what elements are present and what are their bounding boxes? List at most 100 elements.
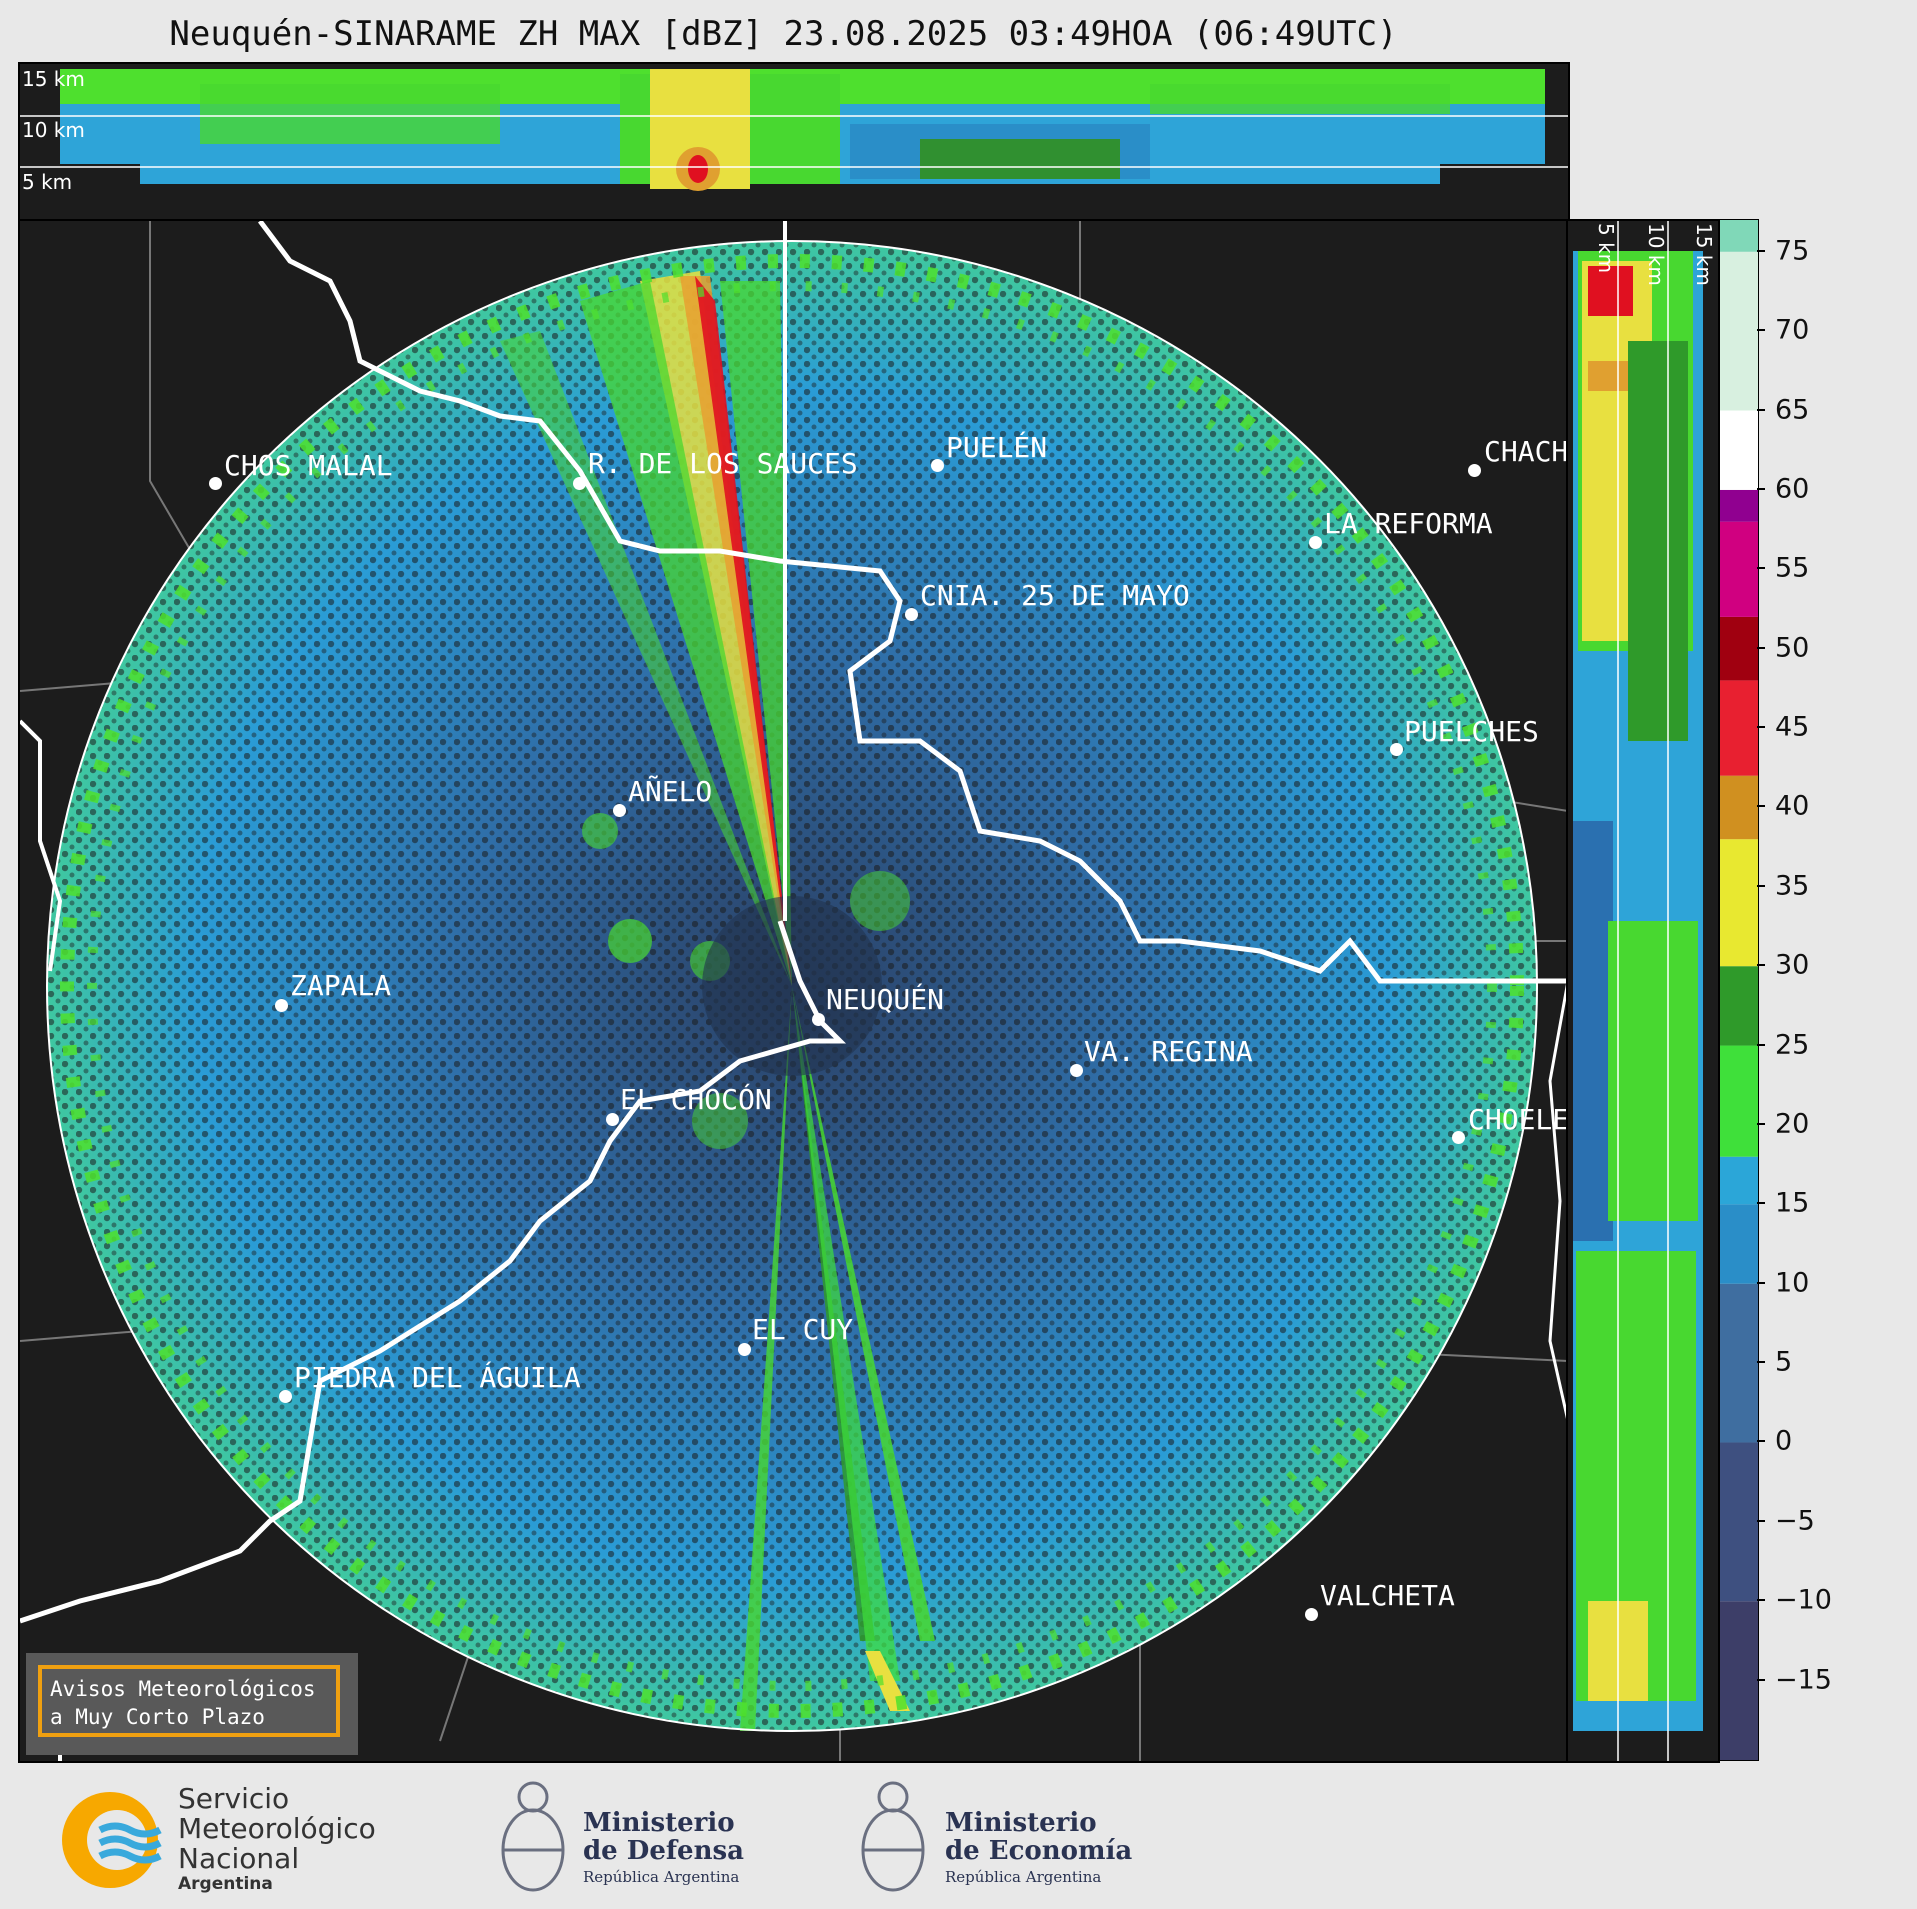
colorbar-tick-mark [1757,1361,1765,1364]
city-marker [905,608,918,621]
colorbar-band [1720,775,1758,840]
colorbar-band [1720,1283,1758,1443]
economia-coat-of-arms-icon [861,1781,925,1892]
side-height-profile: 5 km 10 km 15 km [1566,219,1720,1763]
side-height-label-10: 10 km [1644,223,1668,286]
city-label-piedra-del-aguila: PIEDRA DEL ÁGUILA [294,1361,581,1394]
city-label-chach: CHACH [1484,435,1569,468]
radar-map-graphic [20,221,1568,1761]
notice-box: Avisos Meteorológicos a Muy Corto Plazo [26,1653,358,1755]
city-label-la-reforma: LA REFORMA [1324,507,1493,540]
colorbar-tick-label: 35 [1775,870,1810,902]
city-label-zapala: ZAPALA [290,969,392,1002]
colorbar-tick-mark [1757,1122,1765,1125]
city-marker [1305,1608,1318,1621]
side-height-label-5: 5 km [1594,223,1618,274]
city-marker [1309,536,1322,549]
colorbar-tick-label: 10 [1775,1267,1810,1299]
defensa-line-1: Ministerio [583,1808,735,1838]
colorbar-tick-mark [1757,726,1765,729]
colorbar-tick-mark [1757,884,1765,887]
city-label-el-cuy: EL CUY [752,1313,854,1346]
colorbar [1719,219,1759,1761]
top-height-profile: 15 km 10 km 5 km [18,62,1570,221]
smn-line-3: Nacional [178,1842,300,1875]
colorbar-tick-label: 0 [1775,1425,1793,1457]
city-marker [812,1013,825,1026]
smn-line-2: Meteorológico [178,1812,376,1845]
city-marker [573,477,586,490]
colorbar-band [1720,839,1758,967]
city-label-el-chocon: EL CHOCÓN [620,1083,772,1116]
colorbar-band [1720,220,1758,252]
city-marker [1390,743,1403,756]
colorbar-band [1720,1156,1758,1205]
colorbar-tick-label: 20 [1775,1108,1810,1140]
city-label-choele: CHOELE [1468,1103,1570,1136]
colorbar-tick-mark [1757,1519,1765,1522]
colorbar-band [1720,489,1758,522]
colorbar-tick-label: 5 [1775,1346,1793,1378]
map-title: Neuquén-SINARAME ZH MAX [dBZ] 23.08.2025… [169,14,1398,54]
city-label-rincon-de-los-sauces: R. DE LOS SAUCES [588,447,858,480]
colorbar-band [1720,966,1758,1046]
colorbar-tick-label: −5 [1775,1505,1815,1537]
city-marker [738,1343,751,1356]
colorbar-tick-mark [1757,487,1765,490]
colorbar-tick-mark [1757,249,1765,252]
city-marker [1452,1131,1465,1144]
city-marker [931,459,944,472]
economia-line-1: Ministerio [945,1808,1097,1838]
colorbar-band [1720,251,1758,411]
top-height-label-10: 10 km [22,118,85,142]
economia-line-2: de Economía [945,1836,1133,1866]
colorbar-tick-label: −10 [1775,1584,1832,1616]
city-marker [613,804,626,817]
notice-line-2: a Muy Corto Plazo [50,1705,265,1729]
defensa-line-2: de Defensa [583,1836,744,1866]
city-label-cnia-25-de-mayo: CNIA. 25 DE MAYO [920,579,1190,612]
side-height-label-15: 15 km [1692,223,1716,286]
city-label-puelches: PUELCHES [1404,715,1539,748]
city-label-valcheta: VALCHETA [1320,1579,1455,1612]
colorbar-tick-mark [1757,1440,1765,1443]
colorbar-tick-mark [1757,329,1765,332]
colorbar-tick-mark [1757,1281,1765,1284]
colorbar-tick-mark [1757,1043,1765,1046]
colorbar-tick-label: 25 [1775,1029,1810,1061]
city-marker [606,1113,619,1126]
city-marker [1468,464,1481,477]
colorbar-band [1720,410,1758,490]
city-label-anelo: AÑELO [628,775,713,808]
colorbar-tick-label: 30 [1775,949,1810,981]
colorbar-tick-label: 60 [1775,473,1810,505]
smn-line-4: Argentina [178,1874,273,1894]
colorbar-tick-mark [1757,567,1765,570]
colorbar-tick-mark [1757,408,1765,411]
city-label-neuquen: NEUQUÉN [826,983,945,1016]
colorbar-band [1720,680,1758,776]
colorbar-band [1720,616,1758,681]
colorbar-tick-label: −15 [1775,1664,1832,1696]
economia-line-3: República Argentina [945,1868,1102,1886]
footer: Servicio Meteorológico Nacional Argentin… [0,1760,1917,1909]
city-marker [279,1390,292,1403]
city-label-va-regina: VA. REGINA [1084,1035,1253,1068]
defensa-coat-of-arms-icon [501,1781,565,1892]
colorbar-tick-label: 65 [1775,394,1810,425]
city-label-puelen: PUELÉN [946,431,1048,464]
top-profile-graphic [20,69,1568,191]
top-height-label-5: 5 km [22,170,73,194]
colorbar-tick-label: 55 [1775,552,1810,584]
colorbar-tick-label: 15 [1775,1187,1810,1219]
colorbar-tick-mark [1757,646,1765,649]
colorbar-band [1720,521,1758,617]
colorbar-band [1720,1601,1758,1760]
colorbar-tick-mark [1757,805,1765,808]
colorbar-tick-label: 40 [1775,790,1810,822]
colorbar-tick-mark [1757,964,1765,967]
notice-line-1: Avisos Meteorológicos [50,1677,316,1701]
smn-line-1: Servicio [178,1782,290,1815]
colorbar-tick-label: 70 [1775,314,1810,346]
colorbar-graphic [1720,220,1758,1760]
